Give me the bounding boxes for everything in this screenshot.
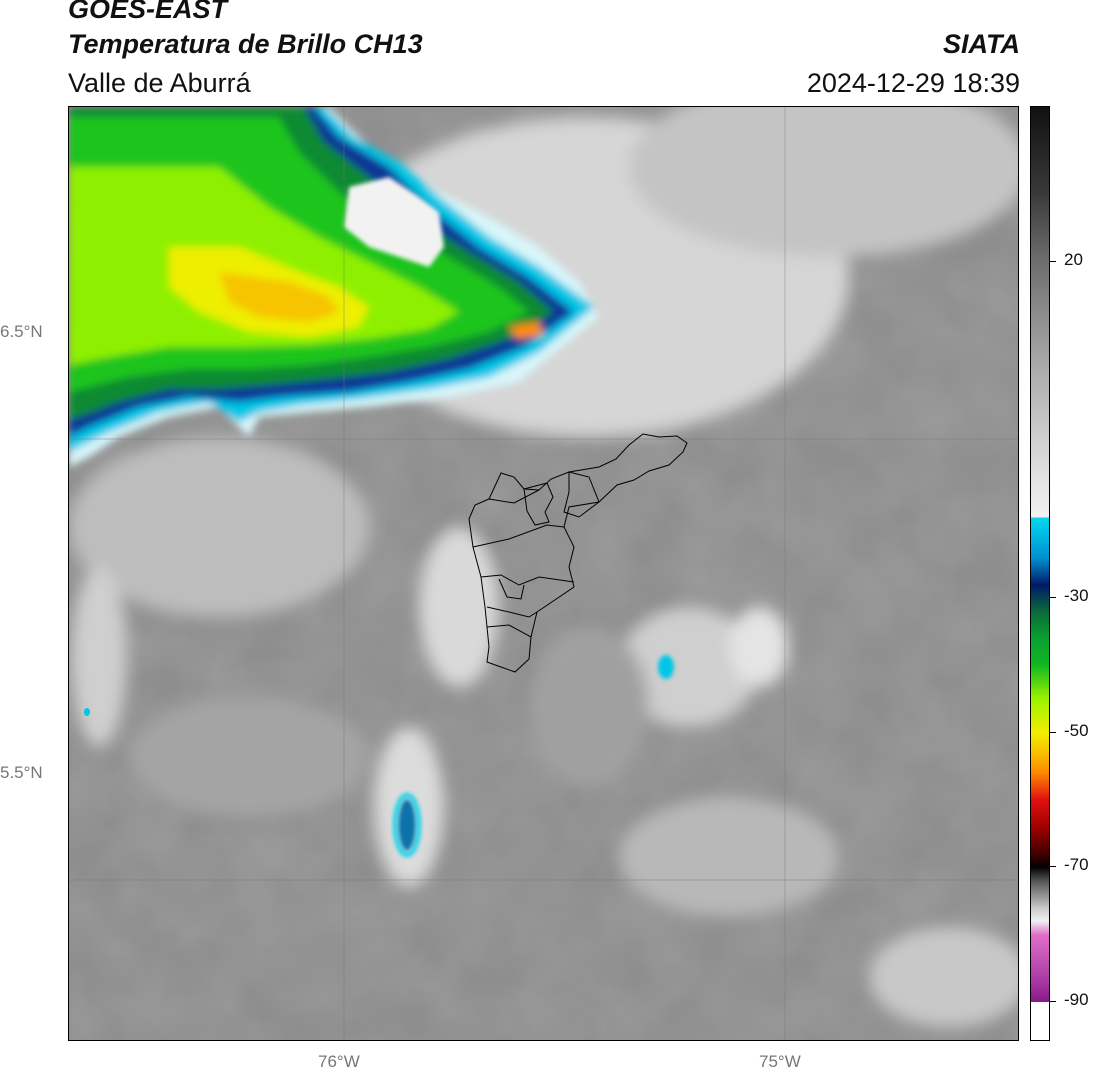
colorbar-segment	[1031, 557, 1049, 586]
colorbar-segment	[1031, 584, 1049, 612]
colorbar-segment	[1031, 853, 1049, 868]
light-cloud-field	[69, 107, 1018, 1027]
lat-label-6-5: 6.5°N	[0, 322, 43, 341]
colorbar-segment	[1031, 638, 1049, 666]
colorbar-segment	[1031, 974, 1049, 1003]
storm-clearing	[344, 177, 444, 267]
colorbar-segment	[1031, 934, 1049, 976]
colorbar-segment	[1031, 194, 1049, 263]
region-label: Valle de Aburrá	[68, 68, 251, 98]
colorbar-tick-label: -50	[1064, 720, 1089, 740]
colorbar-segment	[1031, 362, 1049, 464]
colorbar-segment	[1031, 772, 1049, 801]
satellite-title: GOES-EAST	[68, 0, 228, 24]
colorbar-segment	[1031, 880, 1049, 908]
colorbar-segment	[1031, 698, 1049, 734]
small-cell-south	[398, 799, 416, 851]
lon-label-75w: 75°W	[759, 1052, 801, 1071]
storm-cloud	[69, 107, 599, 467]
colorbar-segment	[1031, 752, 1049, 774]
colorbar-segment	[1031, 826, 1049, 855]
datetime-label: 2024-12-29 18:39	[806, 68, 1020, 98]
colorbar-tick-label: -90	[1064, 989, 1089, 1009]
map-canvas	[69, 107, 1018, 1040]
colorbar-segment	[1031, 261, 1049, 364]
colorbar-tick-mark	[1050, 1000, 1056, 1002]
gridlines	[69, 107, 1018, 1040]
lon-label-76w: 76°W	[318, 1052, 360, 1071]
colorbar	[1030, 106, 1050, 1041]
colorbar-segment	[1031, 611, 1049, 639]
small-cell-east	[658, 655, 674, 679]
colorbar-tick-label: 20	[1064, 249, 1083, 269]
satellite-map[interactable]	[68, 106, 1019, 1041]
colorbar-tick-label: -70	[1064, 855, 1089, 875]
colorbar-segment	[1031, 517, 1049, 519]
colorbar-segment	[1031, 920, 1049, 935]
colorbar-segment	[1031, 907, 1049, 922]
lat-label-5-5: 5.5°N	[0, 763, 43, 782]
colorbar-segment	[1031, 867, 1049, 882]
colorbar-segment	[1031, 1001, 1049, 1003]
colorbar-segment	[1031, 1002, 1049, 1040]
agency-label: SIATA	[943, 29, 1020, 59]
colorbar-tick-mark	[1050, 597, 1056, 599]
colorbar-segment	[1031, 463, 1049, 518]
valle-aburra-boundaries	[468, 433, 688, 673]
colorbar-tick-mark	[1050, 866, 1056, 868]
colorbar-tick-mark	[1050, 731, 1056, 733]
colorbar-tick-mark	[1050, 260, 1056, 262]
colorbar-segment	[1031, 107, 1049, 195]
colorbar-tick-label: -30	[1064, 586, 1089, 606]
colorbar-segment	[1031, 665, 1049, 700]
colorbar-segment	[1031, 732, 1049, 754]
product-title: Temperatura de Brillo CH13	[68, 29, 423, 59]
colorbar-segment	[1031, 799, 1049, 828]
colorbar-segment	[1031, 517, 1049, 559]
small-cell-west	[84, 708, 90, 716]
